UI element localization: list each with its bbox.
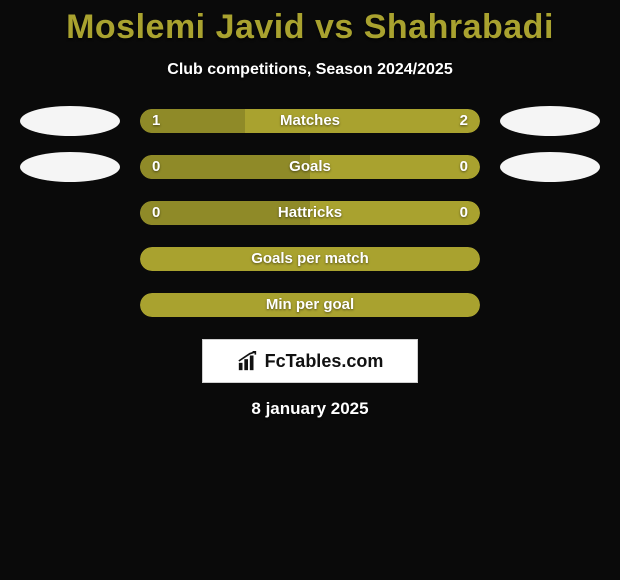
stat-row: Goals per match [0,247,620,271]
stat-bar: Goals per match [140,247,480,271]
stat-bar: 12Matches [140,109,480,133]
stat-label: Hattricks [140,201,480,225]
page-title: Moslemi Javid vs Shahrabadi [0,8,620,47]
stat-bar: Min per goal [140,293,480,317]
avatar-right [500,152,600,182]
date-text: 8 january 2025 [0,399,620,419]
chart-icon [237,350,259,372]
stats-rows: 12Matches 00Goals 00Hattricks Goals per mat… [0,109,620,317]
avatar-left [20,152,120,182]
page-subtitle: Club competitions, Season 2024/2025 [0,61,620,79]
brand-badge: FcTables.com [202,339,418,383]
stat-row: 00Hattricks [0,201,620,225]
avatar-left [20,106,120,136]
stat-label: Goals per match [140,247,480,271]
avatar-right [500,106,600,136]
stat-row: 00Goals [0,155,620,179]
stat-row: Min per goal [0,293,620,317]
brand-text: FcTables.com [265,351,384,372]
stat-row: 12Matches [0,109,620,133]
stat-label: Matches [140,109,480,133]
stat-label: Goals [140,155,480,179]
stat-label: Min per goal [140,293,480,317]
page: Moslemi Javid vs Shahrabadi Club competi… [0,0,620,419]
stat-bar: 00Hattricks [140,201,480,225]
stat-bar: 00Goals [140,155,480,179]
